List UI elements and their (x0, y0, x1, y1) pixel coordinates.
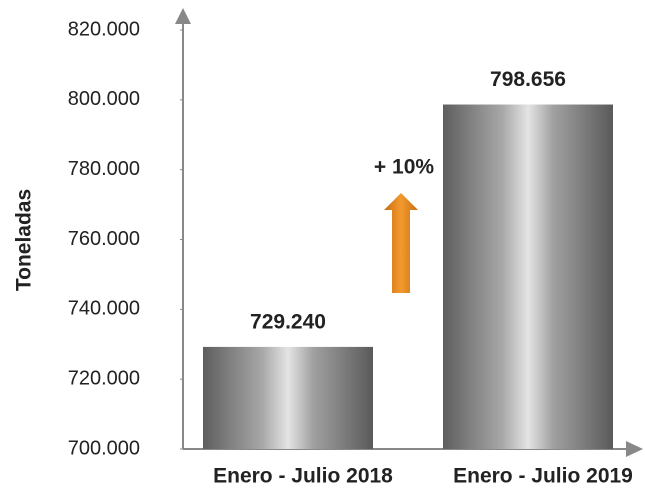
value-label: 798.656 (490, 68, 566, 91)
x-axis-arrow (626, 441, 643, 457)
y-tick-label: 800.000 (68, 88, 140, 110)
y-tick-label: 700.000 (68, 437, 140, 459)
y-tick-label: 720.000 (68, 367, 140, 389)
y-tick-label: 780.000 (68, 158, 140, 180)
x-tick-label: Enero - Julio 2019 (453, 465, 633, 488)
y-tick-label: 820.000 (68, 18, 140, 40)
y-axis-arrow (175, 8, 191, 24)
growth-arrow (384, 193, 418, 293)
y-tick-label: 760.000 (68, 228, 140, 250)
bar (443, 104, 613, 450)
annotation: + 10% (374, 156, 434, 179)
y-tick-label: 740.000 (68, 298, 140, 320)
x-tick-label: Enero - Julio 2018 (213, 465, 393, 488)
y-axis-label: Toneladas (13, 189, 36, 291)
bar (203, 346, 373, 449)
value-label: 729.240 (250, 310, 326, 333)
